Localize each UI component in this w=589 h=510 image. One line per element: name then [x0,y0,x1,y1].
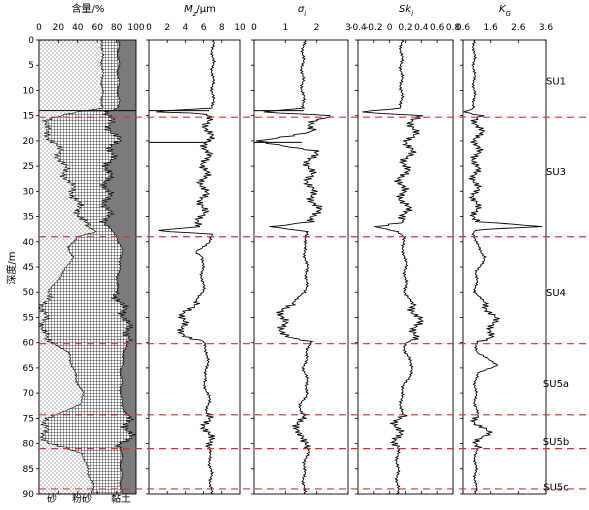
x-tick-label: 6 [201,23,207,33]
x-tick-label: -0.4 [349,23,367,33]
y-tick-label: 80 [23,440,35,450]
x-tick-label: 2.6 [511,23,526,33]
series-line-5 [462,39,543,495]
y-tick-label: 90 [23,490,35,500]
y-tick-label: 5 [28,61,34,71]
x-tick-label: 2 [314,23,320,33]
y-tick-label: 25 [23,162,34,172]
panel-2-title: Mz/μm [184,4,216,18]
y-tick-label: 10 [23,86,35,96]
panel-2-frame [148,39,241,495]
x-tick-label: 0.4 [414,23,429,33]
x-tick-label: 80 [111,23,123,33]
x-tick-label: 1.6 [484,23,499,33]
x-tick-label: 0 [146,23,152,33]
x-tick-label: 0.2 [398,23,412,33]
x-tick-label: -0.2 [365,23,383,33]
x-tick-label: 3.6 [539,23,554,33]
x-tick-label: 40 [72,23,84,33]
unit-label: SU5b [543,437,569,448]
y-tick-label: 40 [23,238,35,248]
legend-silt: 粉砂 [72,492,92,505]
x-tick-label: 100 [127,23,144,33]
unit-label: SU1 [546,76,566,87]
y-tick-label: 0 [28,36,34,46]
x-tick-label: 10 [234,23,246,33]
sand-area [37,39,105,495]
y-tick-label: 15 [23,112,34,122]
y-tick-label: 60 [23,339,35,349]
x-tick-label: 3 [345,23,351,33]
x-tick-label: 0 [251,23,257,33]
y-tick-label: 30 [23,187,35,197]
y-tick-label: 50 [23,288,35,298]
legend-sand: 砂 [47,492,57,505]
panel-4-title: Ski [399,4,413,18]
panel-5-frame [462,39,547,495]
series-line-4 [362,39,424,495]
x-tick-label: 4 [183,23,189,33]
panel-5-title: KG [499,4,512,18]
series-line-2 [156,39,216,495]
x-tick-label: 8 [219,23,225,33]
y-tick-label: 45 [23,263,34,273]
x-tick-label: 0.6 [430,23,445,33]
legend-clay: 黏土 [111,492,131,505]
y-tick-label: 85 [23,465,34,475]
series-line-3 [256,39,332,495]
y-tick-label: 35 [23,213,34,223]
panel-3-title: σi [298,4,306,18]
x-tick-label: 60 [91,23,103,33]
unit-label: SU4 [546,288,566,299]
unit-label: SU5a [543,379,569,390]
x-tick-label: 2 [164,23,170,33]
y-axis-label: 深度/m [5,251,18,284]
x-tick-label: 0.8 [446,23,461,33]
panel-1-title: 含量/% [72,2,105,15]
y-tick-label: 65 [23,364,34,374]
x-tick-label: 0 [36,23,42,33]
x-tick-label: 1 [282,23,288,33]
unit-label: SU5c [543,482,569,493]
y-tick-label: 55 [23,313,34,323]
x-tick-label: 20 [53,23,65,33]
y-tick-label: 70 [23,389,35,399]
y-tick-label: 20 [23,137,35,147]
x-tick-label: 0.6 [456,23,471,33]
unit-label: SU3 [546,167,566,178]
y-tick-label: 75 [23,414,34,424]
x-tick-label: 0 [387,23,393,33]
